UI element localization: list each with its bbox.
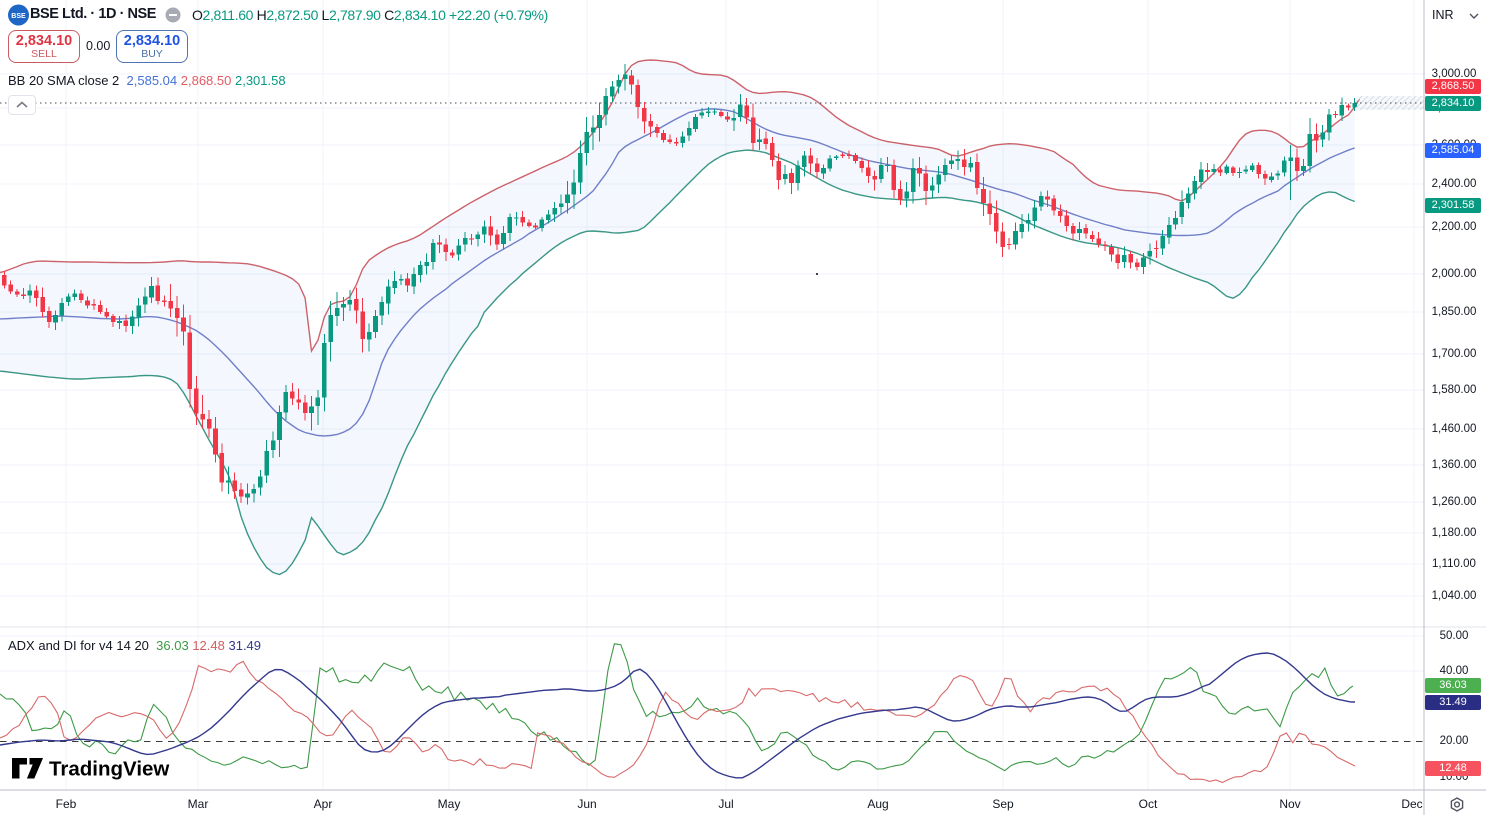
svg-text:BSE: BSE: [11, 13, 26, 20]
svg-text:TradingView: TradingView: [49, 758, 169, 781]
